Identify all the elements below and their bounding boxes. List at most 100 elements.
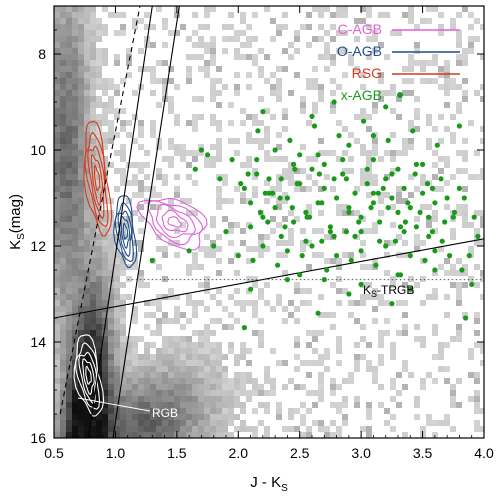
density-cell (84, 372, 90, 378)
density-cell (324, 174, 330, 180)
density-cell (150, 372, 156, 378)
density-cell (294, 30, 300, 36)
density-cell (414, 96, 420, 102)
density-cell (318, 378, 324, 384)
density-cell (336, 204, 342, 210)
density-cell (132, 162, 138, 168)
contour-o-agb (120, 215, 131, 249)
density-cell (432, 294, 438, 300)
density-cell (234, 48, 240, 54)
data-point-x-agb (358, 281, 364, 287)
density-cell (186, 162, 192, 168)
density-cell (216, 288, 222, 294)
density-cell (414, 234, 420, 240)
density-cell (72, 282, 78, 288)
density-cell (162, 372, 168, 378)
density-cell (78, 102, 84, 108)
density-cell (150, 42, 156, 48)
density-cell (240, 342, 246, 348)
density-cell (72, 426, 78, 432)
density-cell (78, 228, 84, 234)
density-cell (72, 150, 78, 156)
density-cell (108, 426, 114, 432)
density-cell (102, 270, 108, 276)
density-cell (78, 156, 84, 162)
legend-item-o-agb: O-AGB (337, 43, 460, 59)
density-cell (210, 216, 216, 222)
density-cell (336, 432, 342, 438)
density-cell (114, 234, 120, 240)
density-cell (90, 132, 96, 138)
density-cell (72, 120, 78, 126)
density-cell (90, 18, 96, 24)
density-cell (150, 360, 156, 366)
density-cell (210, 162, 216, 168)
density-cell (330, 78, 336, 84)
density-cell (474, 420, 480, 426)
density-cell (288, 426, 294, 432)
density-cell (60, 324, 66, 330)
density-cell (78, 300, 84, 306)
density-cell (222, 408, 228, 414)
density-cell (90, 114, 96, 120)
density-cell (234, 72, 240, 78)
density-cell (210, 396, 216, 402)
density-cell (234, 402, 240, 408)
density-cell (372, 258, 378, 264)
contour-c-agb (167, 216, 182, 228)
density-cell (96, 336, 102, 342)
density-cell (354, 366, 360, 372)
density-cell (336, 360, 342, 366)
data-point-x-agb (389, 171, 395, 177)
density-cell (414, 48, 420, 54)
density-cell (60, 360, 66, 366)
density-cell (120, 12, 126, 18)
density-cell (150, 342, 156, 348)
density-cell (90, 372, 96, 378)
density-cell (102, 24, 108, 30)
density-cell (246, 360, 252, 366)
density-cell (120, 390, 126, 396)
density-cell (108, 246, 114, 252)
density-cell (120, 360, 126, 366)
density-cell (306, 426, 312, 432)
density-cell (312, 360, 318, 366)
density-cell (306, 390, 312, 396)
density-cell (144, 378, 150, 384)
density-cell (216, 318, 222, 324)
data-point-x-agb (270, 190, 276, 196)
density-cell (66, 216, 72, 222)
density-cell (462, 222, 468, 228)
density-cell (234, 318, 240, 324)
density-cell (162, 84, 168, 90)
density-cell (60, 150, 66, 156)
density-cell (222, 48, 228, 54)
density-cell (78, 330, 84, 336)
density-cell (60, 252, 66, 258)
density-cell (144, 396, 150, 402)
density-cell (168, 66, 174, 72)
density-cell (336, 84, 342, 90)
density-cell (354, 354, 360, 360)
density-cell (114, 366, 120, 372)
density-cell (84, 48, 90, 54)
density-cell (312, 330, 318, 336)
density-cell (150, 312, 156, 318)
density-cell (474, 342, 480, 348)
density-cell (276, 402, 282, 408)
density-cell (420, 60, 426, 66)
density-cell (366, 192, 372, 198)
density-cell (60, 42, 66, 48)
density-cell (72, 252, 78, 258)
density-cell (204, 426, 210, 432)
density-cell (90, 324, 96, 330)
density-cell (150, 426, 156, 432)
density-cell (354, 18, 360, 24)
density-cell (72, 138, 78, 144)
density-cell (222, 84, 228, 90)
density-cell (234, 396, 240, 402)
density-cell (318, 6, 324, 12)
density-cell (72, 24, 78, 30)
data-point-x-agb (266, 176, 272, 182)
density-cell (174, 372, 180, 378)
